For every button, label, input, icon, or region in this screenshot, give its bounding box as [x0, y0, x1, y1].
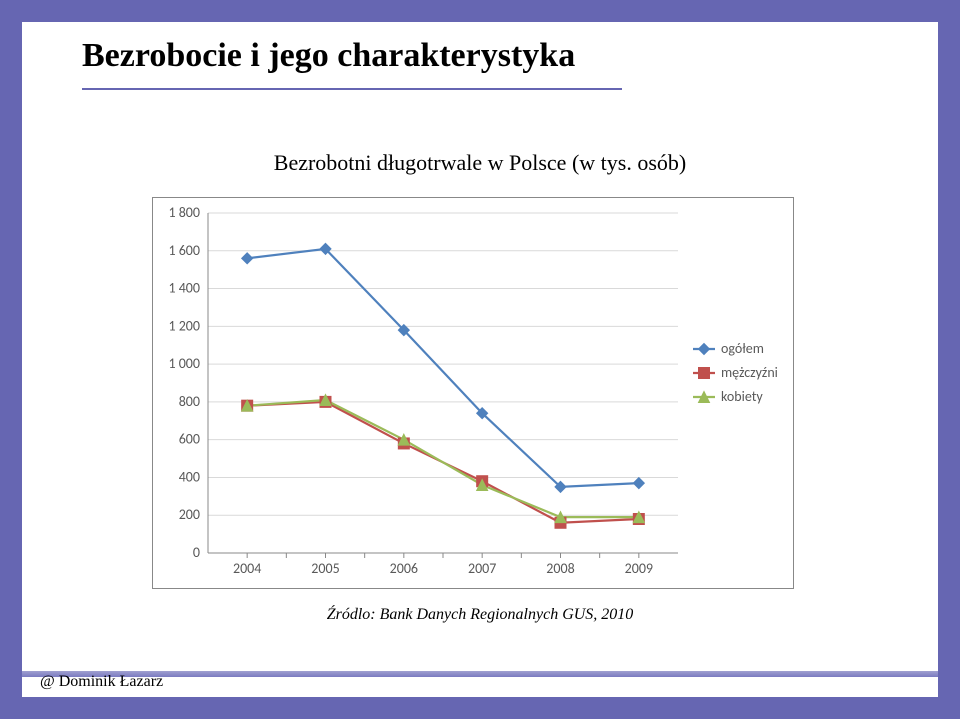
svg-text:1 800: 1 800 [168, 204, 200, 221]
svg-text:1 600: 1 600 [168, 242, 200, 259]
svg-text:800: 800 [179, 393, 200, 410]
svg-text:0: 0 [193, 544, 200, 561]
svg-text:1 000: 1 000 [168, 355, 200, 372]
slide: Bezrobocie i jego charakterystyka Bezrob… [0, 0, 960, 719]
svg-text:2007: 2007 [468, 560, 496, 577]
svg-text:2004: 2004 [233, 560, 261, 577]
svg-text:kobiety: kobiety [721, 388, 763, 405]
title-underline [82, 88, 622, 90]
source-citation: Źródlo: Bank Danych Regionalnych GUS, 20… [22, 606, 938, 624]
svg-text:2008: 2008 [546, 560, 574, 577]
chart-container: 0 200 400 600 800 1 000 1 200 1 400 1 600 1 800 20… [152, 197, 794, 589]
svg-text:200: 200 [179, 506, 200, 523]
svg-text:2006: 2006 [390, 560, 418, 577]
svg-text:1 200: 1 200 [168, 317, 200, 334]
svg-text:2009: 2009 [625, 560, 653, 577]
chart-subtitle: Bezrobotni długotrwale w Polsce (w tys. … [22, 150, 938, 176]
line-chart: 0 200 400 600 800 1 000 1 200 1 400 1 600 1 800 20… [153, 198, 793, 588]
svg-text:1 400: 1 400 [168, 280, 200, 297]
svg-text:2005: 2005 [311, 560, 339, 577]
svg-text:400: 400 [179, 468, 200, 485]
svg-text:mężczyźni: mężczyźni [721, 364, 778, 381]
footer-author: @ Dominik Łazarz [40, 673, 163, 691]
page-title: Bezrobocie i jego charakterystyka [82, 37, 878, 75]
svg-text:ogółem: ogółem [721, 340, 764, 357]
svg-text:600: 600 [179, 431, 200, 448]
